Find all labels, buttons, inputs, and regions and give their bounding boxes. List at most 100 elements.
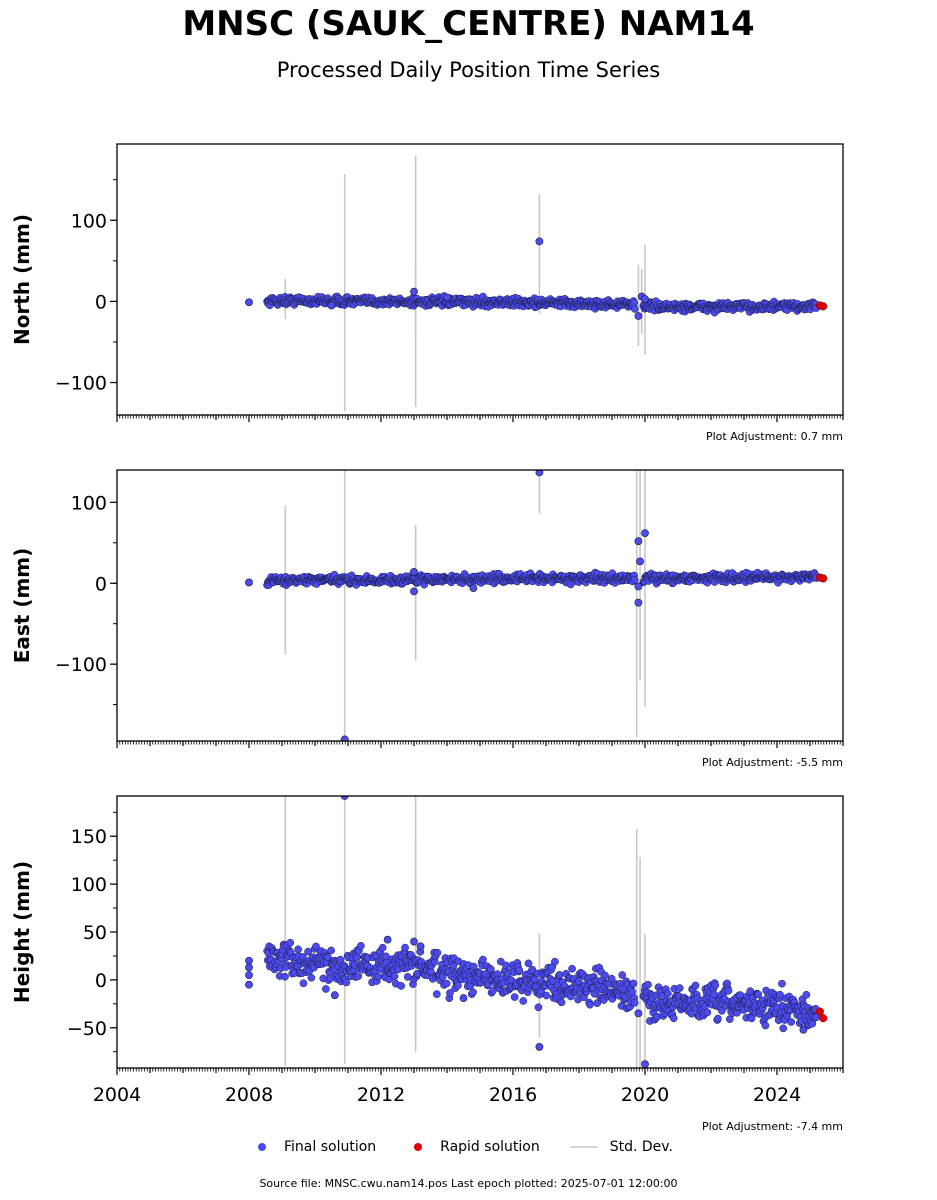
final-point bbox=[416, 942, 425, 951]
final-point bbox=[390, 972, 399, 981]
plot-adjustment-note: Plot Adjustment: -7.4 mm bbox=[702, 1120, 843, 1133]
legend: Final solution Rapid solution Std. Dev. bbox=[250, 1137, 703, 1157]
final-point bbox=[534, 1003, 543, 1012]
final-point bbox=[799, 1025, 808, 1034]
final-point bbox=[630, 998, 639, 1007]
final-point bbox=[746, 987, 755, 995]
final-point bbox=[245, 963, 253, 972]
final-point bbox=[454, 981, 462, 990]
final-point bbox=[469, 988, 477, 997]
final-point bbox=[410, 287, 418, 296]
y-tick-label: 0 bbox=[95, 970, 107, 992]
final-point bbox=[383, 935, 392, 944]
plot-area-3 bbox=[245, 796, 828, 1068]
final-point bbox=[342, 978, 351, 987]
final-point bbox=[779, 1024, 788, 1033]
final-point bbox=[568, 964, 576, 973]
final-point bbox=[747, 1014, 756, 1023]
rapid-point bbox=[819, 574, 828, 583]
final-point bbox=[397, 982, 405, 990]
final-point bbox=[524, 959, 533, 968]
final-point bbox=[245, 971, 253, 979]
final-point bbox=[634, 537, 643, 546]
x-tick-label: 2024 bbox=[753, 1084, 801, 1106]
final-point bbox=[245, 298, 253, 307]
final-point bbox=[515, 966, 524, 975]
final-point bbox=[761, 1021, 770, 1030]
final-point bbox=[469, 584, 478, 593]
final-point bbox=[327, 301, 336, 310]
final-point bbox=[304, 947, 312, 956]
x-tick-label: 2012 bbox=[357, 1084, 405, 1106]
final-point bbox=[479, 955, 487, 964]
legend-rapid-label: Rapid solution bbox=[440, 1139, 540, 1155]
final-point bbox=[691, 981, 700, 990]
plot-adjustment-note: Plot Adjustment: -5.5 mm bbox=[702, 756, 843, 769]
final-point bbox=[382, 952, 390, 961]
final-point bbox=[551, 957, 559, 966]
final-point bbox=[535, 470, 544, 477]
final-point bbox=[378, 943, 387, 952]
panel-frame bbox=[116, 795, 844, 1069]
final-point bbox=[557, 998, 566, 1007]
y-tick-label: −50 bbox=[67, 1018, 107, 1040]
final-point bbox=[634, 1009, 643, 1018]
final-point bbox=[535, 1043, 544, 1051]
final-point bbox=[357, 942, 365, 950]
chart-title: MNSC (SAUK_CENTRE) NAM14 bbox=[182, 4, 755, 44]
final-point bbox=[299, 979, 308, 988]
source-footer: Source file: MNSC.cwu.nam14.pos Last epo… bbox=[259, 1177, 678, 1190]
final-point bbox=[410, 587, 418, 596]
y-tick-label: 100 bbox=[71, 874, 107, 896]
rapid-point bbox=[819, 302, 828, 311]
final-point bbox=[410, 937, 418, 946]
legend-final: Final solution bbox=[250, 1139, 376, 1155]
x-tick-label: 2016 bbox=[489, 1084, 537, 1106]
final-point bbox=[312, 942, 320, 951]
final-point bbox=[641, 529, 649, 537]
chart-subtitle: Processed Daily Position Time Series bbox=[276, 58, 661, 82]
final-point bbox=[446, 989, 454, 997]
y-axis-label: North (mm) bbox=[10, 214, 34, 345]
y-axis-label: East (mm) bbox=[10, 548, 34, 664]
final-point bbox=[634, 582, 643, 591]
final-point bbox=[618, 971, 627, 979]
final-point bbox=[630, 305, 639, 313]
final-point bbox=[327, 946, 336, 955]
final-point bbox=[542, 991, 551, 1000]
final-point bbox=[528, 965, 537, 974]
final-point bbox=[754, 990, 763, 999]
final-point bbox=[555, 971, 564, 979]
y-tick-label: 0 bbox=[95, 291, 107, 313]
legend-stddev-label: Std. Dev. bbox=[609, 1139, 673, 1155]
final-point bbox=[634, 598, 643, 607]
rapid-point bbox=[819, 1014, 828, 1023]
final-point bbox=[644, 980, 652, 989]
plot-adjustment-note: Plot Adjustment: 0.7 mm bbox=[706, 430, 843, 443]
final-point bbox=[519, 997, 528, 1005]
final-point bbox=[432, 990, 441, 999]
final-point bbox=[294, 945, 303, 954]
panel-frame bbox=[116, 143, 844, 416]
final-point bbox=[663, 989, 672, 998]
final-point bbox=[502, 961, 510, 970]
final-point bbox=[336, 955, 345, 964]
y-tick-label: 100 bbox=[71, 210, 107, 232]
final-point bbox=[443, 293, 451, 302]
y-tick-label: 0 bbox=[95, 573, 107, 595]
y-tick-label: 100 bbox=[71, 492, 107, 514]
final-point bbox=[449, 962, 458, 970]
panel-2: −100 0 100 East (mm) Plot Adjustment: -5.5 m… bbox=[10, 469, 844, 769]
final-point bbox=[496, 957, 505, 966]
legend-rapid: Rapid solution bbox=[406, 1139, 540, 1155]
final-point bbox=[724, 986, 733, 995]
final-point bbox=[489, 987, 497, 995]
final-point bbox=[245, 980, 253, 989]
final-point bbox=[586, 1000, 594, 1009]
y-axis-label: Height (mm) bbox=[10, 861, 34, 1003]
panel-frame bbox=[116, 469, 844, 742]
final-point bbox=[601, 971, 609, 980]
x-tick-label: 2004 bbox=[93, 1084, 141, 1106]
rapid-point bbox=[815, 1007, 824, 1016]
final-point bbox=[535, 237, 544, 246]
